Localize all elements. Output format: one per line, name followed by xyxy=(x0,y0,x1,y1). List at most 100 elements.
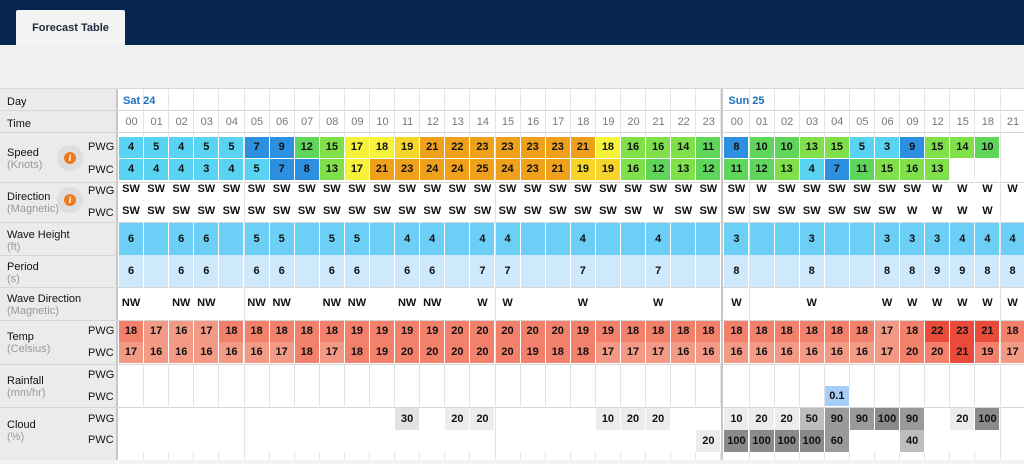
hour-header: 02 xyxy=(780,116,794,128)
wave-direction-label: Wave Direction (Magnetic) xyxy=(7,293,81,317)
wave-direction-cell: NW xyxy=(194,287,220,319)
period-cell: 7 xyxy=(646,255,672,287)
speed-pwg-cell: 4 xyxy=(119,137,145,158)
temp-pwg-cell: 19 xyxy=(420,321,446,342)
hour-header: 00 xyxy=(730,116,744,128)
cloud-pwc-cell: 100 xyxy=(724,430,750,452)
direction-pwg-cell: SW xyxy=(724,179,750,200)
time-label: Time xyxy=(7,118,32,130)
speed-pwg-cell: 15 xyxy=(319,137,345,158)
speed-pwg-cell: 15 xyxy=(824,137,850,158)
cloud-pwg-cell: 20 xyxy=(774,408,800,430)
hour-header: 13 xyxy=(451,116,464,128)
direction-pwc-cell: SW xyxy=(445,201,471,222)
hour-header: 03 xyxy=(806,116,819,128)
temp-pwg-cell: 18 xyxy=(774,321,800,342)
cloud-pwc-cell xyxy=(370,430,396,452)
direction-pwg-cell: SW xyxy=(395,179,421,200)
temp-pwc-cell: 16 xyxy=(671,342,697,363)
direction-pwg-cell: SW xyxy=(546,179,571,200)
wave-height-cell: 4 xyxy=(420,223,446,255)
speed-pwc-cell: 24 xyxy=(445,159,471,180)
period-cell: 6 xyxy=(395,255,421,287)
row-divider xyxy=(0,222,1024,223)
speed-pwc-cell: 23 xyxy=(395,159,421,180)
temp-pwc-cell: 16 xyxy=(169,342,195,363)
row-divider xyxy=(0,320,1024,321)
temp-pwg-cell: 18 xyxy=(244,321,270,342)
hour-header: 21 xyxy=(652,116,665,128)
wave-height-cell: 3 xyxy=(799,223,825,255)
cloud-pwg-cell xyxy=(270,408,295,430)
forecast-grid: Sat 24 Sun 25 00 01 02 03 04 05 06 07 08 09 10 11 12 13… xyxy=(0,89,1024,460)
period-cell xyxy=(774,255,800,287)
hour-header: 01 xyxy=(755,116,769,128)
wave-height-cell xyxy=(774,223,800,255)
speed-pwg-cell: 18 xyxy=(370,137,396,158)
speed-pwc-cell: 19 xyxy=(570,159,596,180)
speed-pwg-cell: 15 xyxy=(925,137,951,158)
temp-pwc-cell: 17 xyxy=(119,342,145,363)
cloud-pwc-cell xyxy=(420,430,446,452)
row-labels: Day Time Speed (Knots) i PWG PWC Directi… xyxy=(0,89,118,460)
direction-pwc-cell: SW xyxy=(546,201,571,222)
wave-height-label: Wave Height (ft) xyxy=(7,229,70,253)
period-cell: 6 xyxy=(319,255,345,287)
temp-pwc-cell: 20 xyxy=(470,342,496,363)
speed-pwc-cell: 13 xyxy=(319,159,345,180)
hour-header: 05 xyxy=(856,116,869,128)
direction-info-button[interactable]: i xyxy=(57,187,83,213)
row-divider xyxy=(0,407,1024,408)
row-divider xyxy=(0,110,1024,111)
tab-forecast-table[interactable]: Forecast Table xyxy=(16,10,125,45)
speed-info-button[interactable]: i xyxy=(57,145,83,171)
temp-pwc-label: PWC xyxy=(88,347,114,359)
cloud-pwc-cell: 100 xyxy=(749,430,775,452)
speed-pwg-cell: 16 xyxy=(621,137,647,158)
direction-pwc-cell: SW xyxy=(800,201,825,222)
hour-header: 17 xyxy=(552,116,565,128)
speed-pwc-cell: 7 xyxy=(269,159,295,180)
wave-height-cell: 6 xyxy=(119,223,145,255)
hour-header: 15 xyxy=(956,116,969,128)
direction-label-text: Direction xyxy=(7,191,51,203)
direction-pwg-cell: SW xyxy=(470,179,496,200)
direction-pwc-cell: SW xyxy=(169,201,195,222)
cloud-pwc-cell: 40 xyxy=(900,430,926,452)
temp-pwc-cell: 19 xyxy=(370,342,396,363)
cloud-pwg-cell: 20 xyxy=(950,408,976,430)
cloud-pwc-cell xyxy=(270,430,295,452)
speed-pwc-cell: 17 xyxy=(344,159,370,180)
cloud-pwc-cell xyxy=(571,430,596,452)
wave-direction-cell xyxy=(775,287,800,319)
period-cell: 9 xyxy=(925,255,951,287)
direction-pwc-cell: SW xyxy=(724,201,750,222)
wave-direction-cell: W xyxy=(950,287,976,319)
temp-pwc-cell: 16 xyxy=(696,342,722,363)
wave-direction-cell: W xyxy=(875,287,901,319)
hour-header: 20 xyxy=(627,116,640,128)
temp-pwg-cell: 17 xyxy=(875,321,901,342)
wave-direction-cell xyxy=(445,287,471,319)
temp-pwg-cell: 20 xyxy=(520,321,546,342)
temp-pwc-cell: 16 xyxy=(799,342,825,363)
wave-height-cell: 4 xyxy=(495,223,521,255)
speed-pwc-cell: 13 xyxy=(925,159,951,180)
hour-header: 09 xyxy=(351,116,364,128)
direction-pwg-cell: SW xyxy=(521,179,546,200)
speed-pwc-cell: 4 xyxy=(219,159,245,180)
temp-pwg-label: PWG xyxy=(88,325,115,337)
wave-height-cell: 4 xyxy=(975,223,1001,255)
speed-pwc-cell: 3 xyxy=(194,159,220,180)
temp-pwc-cell: 20 xyxy=(395,342,421,363)
day-label: Day xyxy=(7,96,27,108)
wave-height-cell xyxy=(144,223,170,255)
cloud-pwg-cell xyxy=(144,408,170,430)
speed-pwc-cell: 4 xyxy=(169,159,195,180)
wave-direction-label-text: Wave Direction xyxy=(7,293,82,305)
cloud-pwg-cell: 90 xyxy=(900,408,926,430)
wave-height-cell xyxy=(749,223,775,255)
row-divider xyxy=(0,287,1024,288)
direction-pwg-cell: W xyxy=(925,179,951,200)
speed-pwg-cell: 23 xyxy=(545,137,571,158)
